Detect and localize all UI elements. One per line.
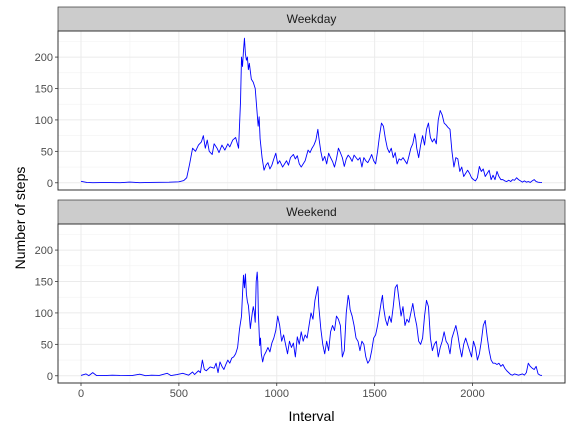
plot-area: [58, 31, 565, 190]
x-tick-label: 2000: [460, 388, 484, 400]
series-line-weekday: [80, 37, 543, 184]
y-axis-title: Number of steps: [12, 167, 28, 270]
y-tick-label: 0: [47, 178, 53, 190]
facet-strip-label: Weekday: [287, 12, 337, 26]
facet-strip: [57, 6, 566, 32]
y-tick-label: 50: [41, 339, 53, 351]
panel-border: [57, 223, 566, 384]
x-tick-label: 1000: [265, 388, 289, 400]
y-tick-label: 100: [35, 115, 53, 127]
panel-weekend: Weekend 0 50 100 150 200: [35, 199, 566, 384]
series-line-weekend: [80, 271, 543, 377]
facet-strip-label: Weekend: [286, 205, 336, 219]
y-tick-label: 50: [41, 146, 53, 158]
y-tick-label: 150: [35, 84, 53, 96]
panels-layer: Weekday 0 50 100 150 200 Weekend 0 50 100 150 200: [35, 6, 566, 384]
x-axis-title: Interval: [289, 408, 335, 424]
y-tick-label: 150: [35, 277, 53, 289]
y-tick-label: 200: [35, 245, 53, 257]
facet-strip: [57, 199, 566, 225]
y-tick-label: 100: [35, 308, 53, 320]
x-tick-label: 500: [170, 388, 188, 400]
x-tick-label: 1500: [362, 388, 386, 400]
panel-weekday: Weekday 0 50 100 150 200: [35, 6, 566, 191]
x-tick-label: 0: [78, 388, 84, 400]
panel-border: [57, 30, 566, 191]
plot-area: [58, 224, 565, 383]
y-tick-label: 0: [47, 371, 53, 383]
y-tick-label: 200: [35, 52, 53, 64]
x-axis: 0 500 1000 1500 2000: [78, 383, 485, 400]
